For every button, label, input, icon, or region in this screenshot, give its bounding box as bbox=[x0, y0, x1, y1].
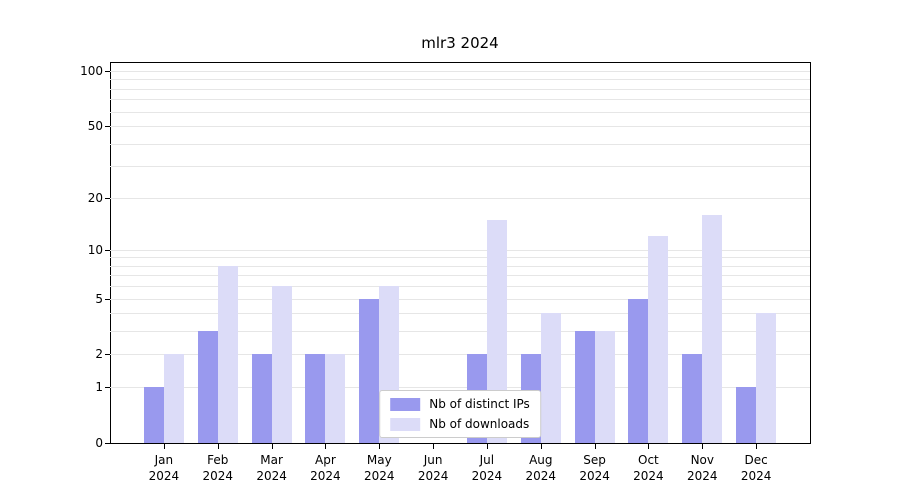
gridline bbox=[110, 88, 810, 90]
y-tick-label: 1 bbox=[95, 380, 103, 395]
x-tick-label: Feb 2024 bbox=[202, 453, 234, 483]
bar-nb-of-downloads bbox=[486, 219, 507, 443]
gridline bbox=[110, 249, 810, 251]
x-tick-label: Mar 2024 bbox=[256, 453, 287, 483]
bar-nb-of-distinct-ips bbox=[359, 298, 380, 443]
legend-item-distinct-ips: Nb of distinct IPs bbox=[390, 397, 530, 411]
gridline bbox=[110, 275, 810, 277]
x-tick-label: Apr 2024 bbox=[310, 453, 341, 483]
bar-nb-of-distinct-ips bbox=[251, 354, 272, 443]
x-tick-mark bbox=[756, 444, 758, 449]
bar-nb-of-downloads bbox=[217, 265, 238, 443]
chart-title: mlr3 2024 bbox=[421, 34, 499, 52]
bar-nb-of-distinct-ips bbox=[197, 331, 218, 443]
x-tick-mark bbox=[648, 444, 650, 449]
x-tick-mark bbox=[217, 444, 219, 449]
y-tick-mark bbox=[105, 71, 110, 72]
gridline bbox=[110, 143, 810, 145]
bar-nb-of-downloads bbox=[540, 313, 561, 443]
bar-nb-of-downloads bbox=[271, 286, 292, 443]
bar-nb-of-distinct-ips bbox=[305, 354, 326, 443]
bar-nb-of-downloads bbox=[163, 354, 184, 443]
y-tick-mark bbox=[105, 249, 110, 251]
gridline bbox=[110, 313, 810, 315]
gridline bbox=[110, 387, 810, 389]
x-tick-mark bbox=[594, 444, 596, 449]
x-tick-label: Nov 2024 bbox=[687, 453, 718, 483]
legend-label-downloads: Nb of downloads bbox=[429, 417, 530, 431]
legend-swatch-distinct-ips bbox=[390, 397, 421, 411]
gridline bbox=[110, 298, 810, 300]
bar-nb-of-downloads bbox=[702, 214, 723, 443]
x-tick-mark bbox=[325, 444, 327, 449]
gridline bbox=[110, 257, 810, 259]
bar-nb-of-distinct-ips bbox=[628, 298, 649, 443]
x-tick-label: Jul 2024 bbox=[471, 453, 503, 483]
gridline bbox=[110, 79, 810, 81]
x-tick-mark bbox=[540, 444, 542, 449]
x-tick-mark bbox=[702, 444, 704, 449]
gridline bbox=[110, 331, 810, 333]
gridline bbox=[110, 99, 810, 101]
bar-nb-of-downloads bbox=[594, 331, 615, 443]
legend-swatch-downloads bbox=[390, 417, 421, 431]
gridline bbox=[110, 265, 810, 267]
gridline bbox=[110, 197, 810, 199]
y-tick-mark bbox=[105, 197, 110, 199]
bar-nb-of-distinct-ips bbox=[736, 387, 757, 443]
y-tick-label: 0 bbox=[95, 436, 103, 450]
x-axis-line bbox=[110, 443, 811, 444]
bar-nb-of-distinct-ips bbox=[682, 354, 703, 443]
y-tick-label: 10 bbox=[87, 242, 103, 257]
legend: Nb of distinct IPs Nb of downloads bbox=[379, 390, 541, 438]
y-tick-label: 20 bbox=[87, 190, 103, 205]
gridline bbox=[110, 286, 810, 288]
x-tick-label: Jan 2024 bbox=[148, 453, 180, 483]
x-tick-label: Jun 2024 bbox=[417, 453, 449, 483]
x-tick-mark bbox=[433, 444, 435, 449]
gridline bbox=[110, 354, 810, 356]
bar-nb-of-downloads bbox=[648, 236, 669, 443]
x-tick-mark bbox=[379, 444, 381, 449]
x-tick-mark bbox=[486, 444, 488, 449]
x-tick-mark bbox=[163, 444, 165, 449]
x-tick-label: Sep 2024 bbox=[579, 453, 610, 483]
y-tick-mark bbox=[105, 443, 110, 444]
gridline bbox=[110, 111, 810, 113]
gridline bbox=[110, 166, 810, 168]
legend-item-downloads: Nb of downloads bbox=[390, 417, 530, 431]
y-tick-label: 5 bbox=[95, 291, 103, 306]
bar-nb-of-downloads bbox=[756, 313, 777, 443]
y-tick-label: 50 bbox=[87, 119, 103, 134]
x-tick-label: Aug 2024 bbox=[525, 453, 557, 483]
y-tick-mark bbox=[105, 298, 110, 300]
plot-area: Nb of distinct IPs Nb of downloads bbox=[110, 62, 810, 443]
x-tick-mark bbox=[271, 444, 273, 449]
y-tick-mark bbox=[105, 126, 110, 128]
y-tick-label: 100 bbox=[80, 64, 103, 78]
legend-label-distinct-ips: Nb of distinct IPs bbox=[429, 397, 530, 411]
bar-nb-of-distinct-ips bbox=[574, 331, 595, 443]
y-tick-label: 2 bbox=[95, 347, 103, 362]
x-tick-label: May 2024 bbox=[364, 453, 395, 483]
right-spine bbox=[810, 62, 811, 444]
gridline bbox=[110, 126, 810, 128]
x-tick-label: Dec 2024 bbox=[740, 453, 772, 483]
bar-nb-of-downloads bbox=[325, 354, 346, 443]
y-tick-mark bbox=[105, 387, 110, 389]
x-tick-label: Oct 2024 bbox=[633, 453, 664, 483]
y-axis-line bbox=[110, 62, 111, 444]
gridline bbox=[110, 71, 810, 72]
y-tick-mark bbox=[105, 354, 110, 356]
bar-nb-of-distinct-ips bbox=[143, 387, 164, 443]
top-spine bbox=[110, 62, 811, 63]
